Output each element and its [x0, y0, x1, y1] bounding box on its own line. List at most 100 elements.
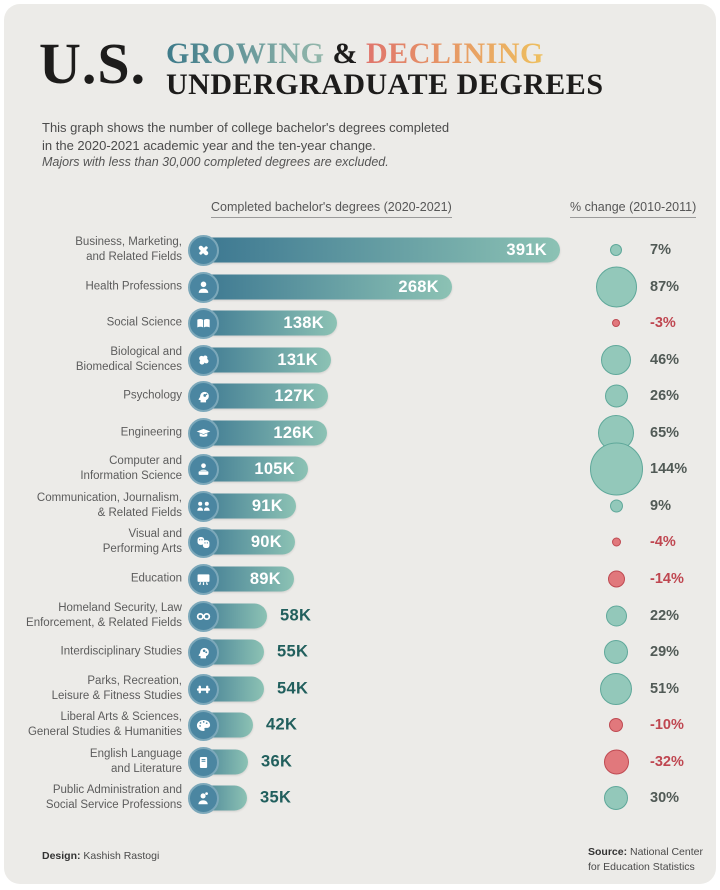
change-bubble	[601, 345, 631, 375]
row-label-line: Information Science	[80, 470, 182, 482]
degree-bar	[188, 746, 248, 778]
chart-row: Public Administration and Social Service …	[4, 780, 716, 816]
change-bubble	[604, 640, 628, 664]
bar-value: 89K	[249, 569, 281, 588]
chart-row: Liberal Arts & Sciences, General Studies …	[4, 707, 716, 743]
bar-value: 391K	[506, 240, 547, 259]
change-bubble	[604, 749, 629, 775]
bar-icon-circle	[188, 526, 219, 558]
brain-icon	[199, 355, 209, 365]
row-label: Communication, Journalism, & Related Fiel…	[12, 491, 182, 521]
bar-icon-circle	[188, 746, 219, 778]
row-label: Interdisciplinary Studies	[12, 644, 182, 659]
change-bubble	[596, 266, 637, 308]
chart-row: Parks, Recreation, Leisure & Fitness Stud…	[4, 671, 716, 707]
chart-row: Homeland Security, Law Enforcement, & Rel…	[4, 598, 716, 634]
row-label-line: Interdisciplinary Studies	[60, 645, 182, 658]
change-value: -14%	[650, 571, 684, 587]
change-value: 65%	[650, 425, 680, 441]
row-label-line: Business, Marketing,	[75, 235, 182, 248]
row-label: Computer and Information Science	[12, 454, 182, 484]
change-value: 29%	[650, 644, 680, 660]
row-label-line: Liberal Arts & Sciences,	[60, 710, 182, 723]
bar-icon-circle	[188, 673, 219, 705]
row-label: Health Professions	[12, 279, 182, 294]
bar-icon-circle	[188, 782, 219, 814]
row-label-line: Leisure & Fitness Studies	[51, 690, 182, 702]
description-line1: This graph shows the number of college b…	[42, 120, 450, 135]
change-value: 9%	[650, 498, 671, 514]
degree-bar: 127K	[188, 380, 328, 412]
degree-bar: 89K	[188, 563, 294, 595]
book-icon	[199, 756, 208, 768]
bar-value: 131K	[277, 350, 318, 369]
row-label-line: Communication, Journalism,	[36, 491, 182, 504]
chart-row: Health Professions 268K 87%	[4, 266, 716, 308]
source-label: Source:	[588, 846, 628, 858]
row-label-line: and Related Fields	[86, 251, 182, 263]
degree-bar	[188, 709, 253, 741]
bar-value: 55K	[277, 642, 309, 661]
row-label-line: Computer and	[109, 454, 182, 467]
row-label: Engineering	[12, 425, 182, 440]
bar-value: 90K	[250, 532, 282, 551]
chart-row: Biological and Biomedical Sciences 131K 46%	[4, 342, 716, 378]
chart-rows: Business, Marketing, and Related Fields 39…	[4, 232, 716, 832]
change-value: -4%	[650, 534, 676, 550]
row-label-line: Health Professions	[85, 280, 182, 293]
change-bubble	[606, 605, 627, 627]
person-computer-icon	[198, 462, 209, 475]
bar-value: 35K	[260, 788, 292, 807]
bar-value: 42K	[266, 715, 298, 734]
bar-value: 126K	[273, 423, 314, 442]
row-label-line: Social Science	[106, 316, 182, 329]
row-label-line: & Related Fields	[97, 507, 182, 519]
bar-icon-circle	[188, 417, 219, 449]
psychology-head-icon	[198, 391, 209, 402]
bars-column-header: Completed bachelor's degrees (2020-2021)	[211, 200, 452, 218]
bar-value: 54K	[277, 679, 309, 698]
chart-row: Business, Marketing, and Related Fields 39…	[4, 232, 716, 268]
row-label-line: Parks, Recreation,	[87, 674, 182, 687]
change-value: 26%	[650, 388, 680, 404]
design-name: Kashish Rastogi	[80, 850, 160, 862]
row-label: Parks, Recreation, Leisure & Fitness Stud…	[12, 674, 182, 704]
title-ampersand: &	[324, 37, 367, 70]
health-person-icon	[198, 281, 209, 293]
title-line1: GROWING & DECLINING	[166, 38, 604, 69]
row-label-line: English Language	[89, 747, 182, 760]
infographic-card: U.S. GROWING & DECLINING UNDERGRADUATE D…	[4, 4, 716, 884]
row-label: Public Administration and Social Service …	[12, 783, 182, 813]
open-book-icon	[197, 318, 210, 327]
row-label-line: Public Administration and	[52, 783, 182, 796]
bar-icon-circle	[188, 234, 219, 266]
change-value: 144%	[650, 461, 688, 477]
change-bubble	[612, 319, 620, 327]
source-credit: Source: National Center for Education Sta…	[588, 845, 703, 874]
chart-row: Computer and Information Science 105K 144%	[4, 442, 716, 496]
change-value: -3%	[650, 315, 676, 331]
head-gears-icon	[198, 647, 209, 658]
title-growing: GROWING	[166, 37, 325, 70]
change-bubble	[605, 384, 628, 408]
design-label: Design:	[42, 850, 81, 862]
row-label-line: General Studies & Humanities	[27, 726, 182, 738]
bar-icon-circle	[188, 344, 219, 376]
change-value: 87%	[650, 279, 680, 295]
bar-icon-circle	[188, 709, 219, 741]
graduation-cap-icon	[196, 428, 211, 437]
degree-bar: 91K	[188, 490, 296, 522]
bar-icon-circle	[188, 600, 219, 632]
row-label-line: Engineering	[120, 426, 182, 439]
chart-row: English Language and Literature 36K -32%	[4, 744, 716, 780]
degree-bar: 90K	[188, 526, 295, 558]
title-declining: DECLINING	[366, 37, 544, 70]
degree-bar	[188, 636, 264, 668]
row-label: Biological and Biomedical Sciences	[12, 345, 182, 375]
degree-bar: 268K	[188, 271, 452, 303]
row-label: Homeland Security, Law Enforcement, & Rel…	[12, 601, 182, 631]
change-bubble	[609, 718, 623, 732]
row-label-line: Homeland Security, Law	[58, 601, 182, 614]
bar-icon-circle	[188, 380, 219, 412]
bar-value: 105K	[254, 459, 295, 478]
